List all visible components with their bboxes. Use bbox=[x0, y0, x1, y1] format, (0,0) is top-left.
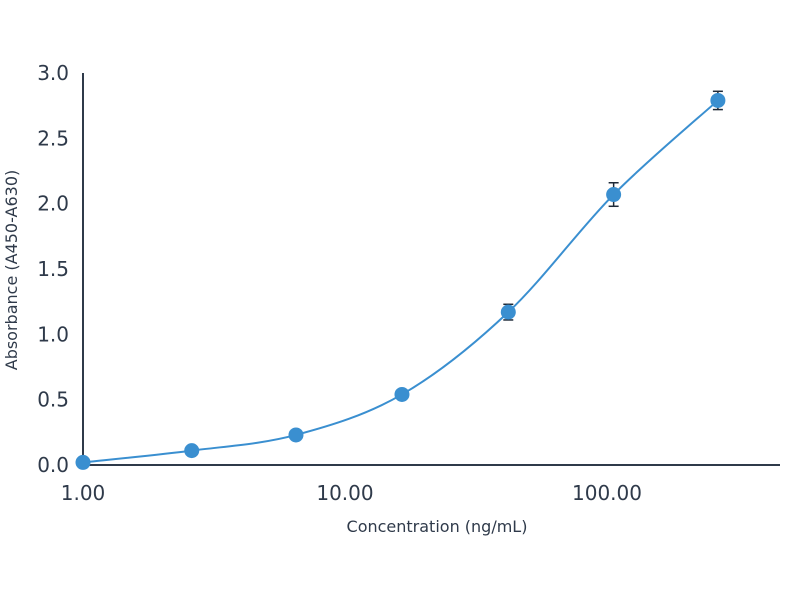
x-axis-title: Concentration (ng/mL) bbox=[347, 517, 528, 536]
x-tick-label: 1.00 bbox=[61, 481, 106, 505]
y-tick-label: 0.5 bbox=[37, 388, 69, 412]
y-tick-label: 2.0 bbox=[37, 192, 69, 216]
data-point bbox=[394, 386, 410, 402]
x-tick-label: 100.00 bbox=[572, 481, 642, 505]
data-point bbox=[500, 304, 516, 320]
data-point bbox=[606, 187, 622, 203]
y-tick-label: 1.5 bbox=[37, 257, 69, 281]
data-point bbox=[288, 427, 304, 443]
data-point bbox=[75, 454, 91, 470]
series-line bbox=[82, 99, 719, 464]
x-axis-ticks: 1.00 10.00 100.00 bbox=[61, 481, 642, 505]
y-tick-label: 0.0 bbox=[37, 453, 69, 477]
data-point bbox=[710, 92, 726, 108]
y-axis-title: Absorbance (A450-A630) bbox=[2, 170, 21, 371]
x-tick-label: 10.00 bbox=[316, 481, 373, 505]
data-point bbox=[184, 443, 200, 459]
data-points bbox=[75, 92, 726, 470]
y-tick-label: 3.0 bbox=[37, 61, 69, 85]
y-tick-label: 2.5 bbox=[37, 126, 69, 150]
y-tick-label: 1.0 bbox=[37, 322, 69, 346]
y-axis-ticks: 0.0 0.5 1.0 1.5 2.0 2.5 3.0 bbox=[37, 61, 69, 477]
